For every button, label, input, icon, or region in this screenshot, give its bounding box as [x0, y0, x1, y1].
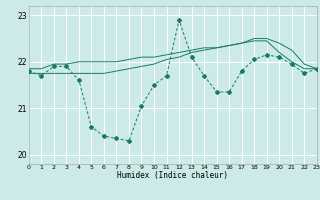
- X-axis label: Humidex (Indice chaleur): Humidex (Indice chaleur): [117, 171, 228, 180]
